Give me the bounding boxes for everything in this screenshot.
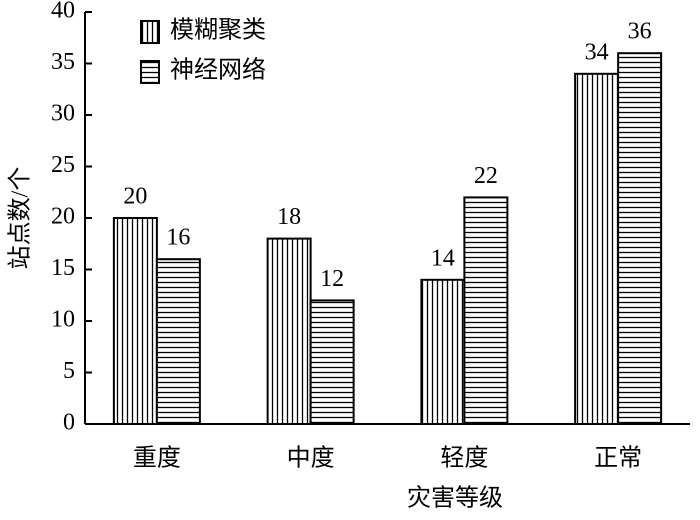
y-tick-label: 35	[51, 49, 75, 75]
value-label: 36	[628, 19, 652, 45]
x-tick-label: 重度	[133, 445, 181, 472]
y-tick-label: 25	[51, 152, 75, 178]
bar	[112, 217, 158, 425]
value-label: 14	[431, 245, 455, 271]
bar	[309, 299, 355, 425]
legend-label: 神经网络	[170, 57, 266, 84]
y-tick-label: 40	[51, 0, 75, 24]
bar	[463, 196, 509, 425]
x-tick-label: 正常	[594, 445, 642, 472]
bar	[420, 278, 466, 425]
value-label: 22	[474, 163, 498, 189]
y-tick-label: 30	[51, 101, 75, 127]
value-label: 16	[166, 225, 190, 251]
y-axis-label: 站点数/个	[7, 167, 34, 270]
legend-swatch	[140, 20, 160, 44]
x-axis-label: 灾害等级	[407, 485, 503, 512]
value-label: 12	[320, 266, 344, 292]
value-label: 34	[585, 39, 609, 65]
y-tick-label: 20	[51, 204, 75, 230]
bar	[574, 72, 620, 426]
legend-swatch	[140, 60, 160, 84]
bar	[617, 52, 663, 425]
y-tick-label: 0	[63, 410, 75, 436]
bar	[266, 237, 312, 425]
y-tick-label: 5	[63, 358, 75, 384]
legend-label: 模糊聚类	[170, 17, 266, 44]
x-tick-label: 轻度	[440, 445, 488, 472]
y-tick-label: 15	[51, 255, 75, 281]
x-tick-label: 中度	[287, 445, 335, 472]
value-label: 18	[277, 204, 301, 230]
value-label: 20	[123, 184, 147, 210]
bar	[155, 258, 201, 426]
y-tick-label: 10	[51, 307, 75, 333]
